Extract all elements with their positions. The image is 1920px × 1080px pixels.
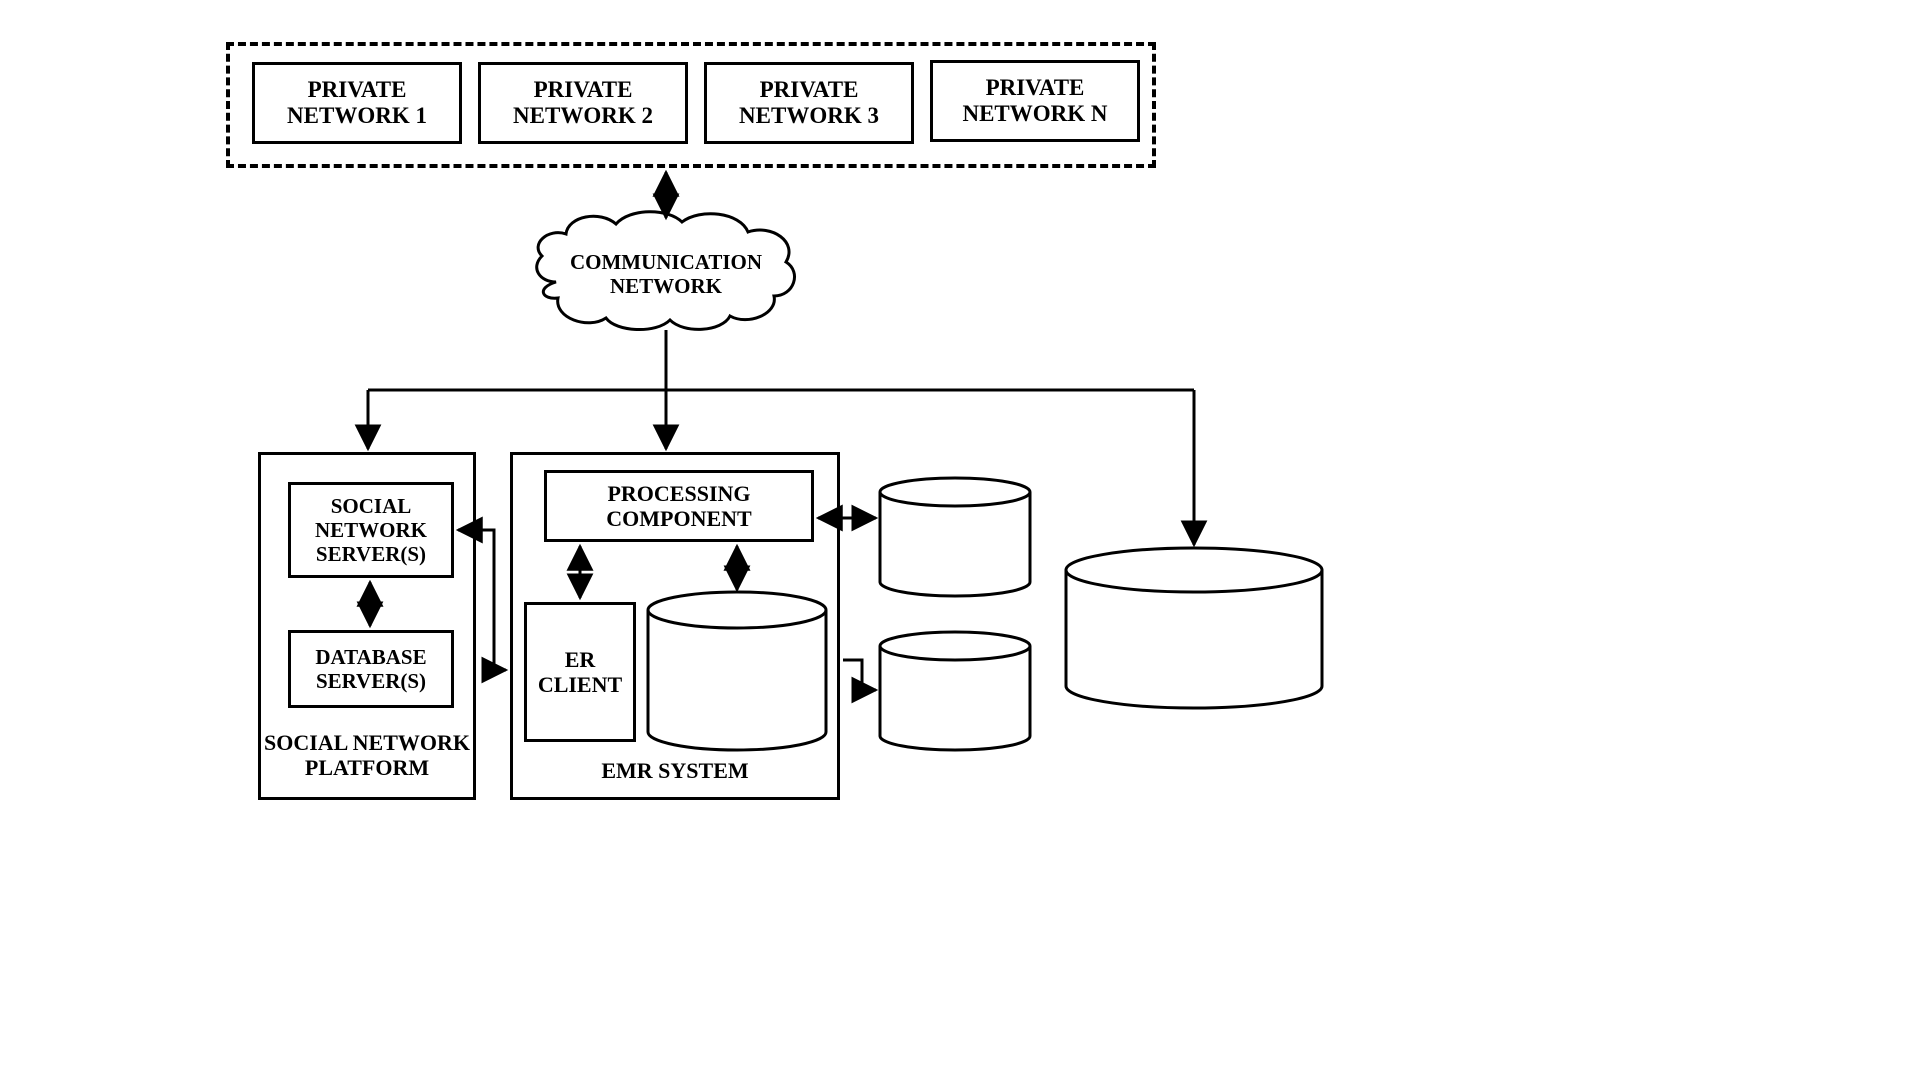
emr-system-label: EMR SYSTEM: [510, 758, 840, 783]
processing-label: PROCESSINGCOMPONENT: [606, 481, 751, 532]
private-network-2: PRIVATENETWORK 2: [478, 62, 688, 144]
vmr-repo-label: VMRREPOSI-TORY: [914, 666, 995, 734]
social-servers-label: SOCIALNETWORKSERVER(S): [315, 494, 427, 566]
private-network-1: PRIVATENETWORK 1: [252, 62, 462, 144]
private-network-n: PRIVATENETWORK N: [930, 60, 1140, 142]
processing-component: PROCESSINGCOMPONENT: [544, 470, 814, 542]
big-repo-cylinder: DIGITALRECORDSREPOSITORY: [1066, 548, 1322, 708]
database-servers: DATABASESERVER(S): [288, 630, 454, 708]
big-repo-label: DIGITALRECORDSREPOSITORY: [1119, 600, 1270, 678]
database-servers-label: DATABASESERVER(S): [315, 645, 426, 693]
vmr-repo-cylinder: VMRREPOSI-TORY: [880, 632, 1030, 750]
social-network-platform-label: SOCIAL NETWORKPLATFORM: [258, 730, 476, 781]
private-network-n-label: PRIVATENETWORK N: [962, 75, 1107, 128]
social-platform-label-text: SOCIAL NETWORKPLATFORM: [264, 730, 470, 780]
private-network-3: PRIVATENETWORK 3: [704, 62, 914, 144]
hie-repo-cylinder: HIEREPOSI-TORY: [880, 478, 1030, 596]
emr-system-label-text: EMR SYSTEM: [601, 758, 748, 783]
er-client-label: ERCLIENT: [538, 647, 622, 698]
edge-emr-vmr: [843, 660, 876, 690]
private-network-3-label: PRIVATENETWORK 3: [739, 77, 879, 130]
private-network-2-label: PRIVATENETWORK 2: [513, 77, 653, 130]
social-network-servers: SOCIALNETWORKSERVER(S): [288, 482, 454, 578]
hie-repo-label: HIEREPOSI-TORY: [914, 512, 995, 580]
private-network-1-label: PRIVATENETWORK 1: [287, 77, 427, 130]
emr-repo-cylinder: DIGITALRECORDSREPOSITORY: [648, 592, 826, 750]
cloud-label: COMMUNICATIONNETWORK: [556, 250, 776, 298]
er-client: ERCLIENT: [524, 602, 636, 742]
cloud-label-text: COMMUNICATIONNETWORK: [570, 250, 762, 298]
emr-repo-label: DIGITALRECORDSREPOSITORY: [675, 644, 800, 709]
